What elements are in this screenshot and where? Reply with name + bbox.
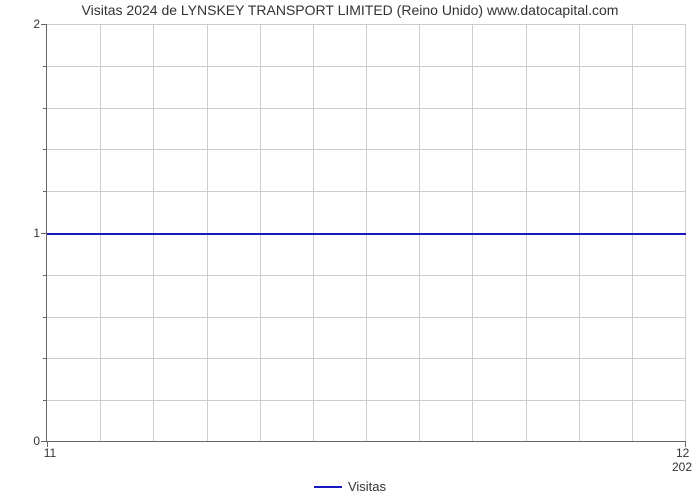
chart-container: Visitas 2024 de LYNSKEY TRANSPORT LIMITE… bbox=[0, 0, 700, 500]
y-axis-label: 0 bbox=[10, 434, 40, 448]
grid-h bbox=[47, 317, 686, 318]
ytick-minor bbox=[43, 66, 47, 67]
x-axis-label: 202 bbox=[672, 460, 692, 474]
ytick-minor bbox=[43, 358, 47, 359]
grid-h bbox=[47, 191, 686, 192]
ytick-minor bbox=[43, 400, 47, 401]
plot-area bbox=[46, 24, 686, 442]
grid-h bbox=[47, 358, 686, 359]
legend: Visitas bbox=[0, 478, 700, 494]
ytick-minor bbox=[43, 275, 47, 276]
x-axis-label: 12 bbox=[676, 446, 689, 460]
ytick-minor bbox=[43, 149, 47, 150]
legend-label: Visitas bbox=[348, 479, 386, 494]
ytick-minor bbox=[43, 191, 47, 192]
legend-swatch bbox=[314, 486, 342, 488]
grid-h bbox=[47, 275, 686, 276]
grid-h bbox=[47, 66, 686, 67]
series-line-visitas bbox=[47, 233, 686, 235]
grid-h bbox=[47, 108, 686, 109]
grid-h bbox=[47, 400, 686, 401]
x-axis-label: 11 bbox=[44, 446, 56, 460]
y-axis-label: 1 bbox=[10, 226, 40, 240]
chart-title: Visitas 2024 de LYNSKEY TRANSPORT LIMITE… bbox=[0, 2, 700, 18]
y-axis-label: 2 bbox=[10, 17, 40, 31]
ytick-minor bbox=[43, 108, 47, 109]
ytick-minor bbox=[43, 317, 47, 318]
ytick-major bbox=[41, 24, 47, 25]
grid-h bbox=[47, 24, 686, 25]
grid-h bbox=[47, 149, 686, 150]
